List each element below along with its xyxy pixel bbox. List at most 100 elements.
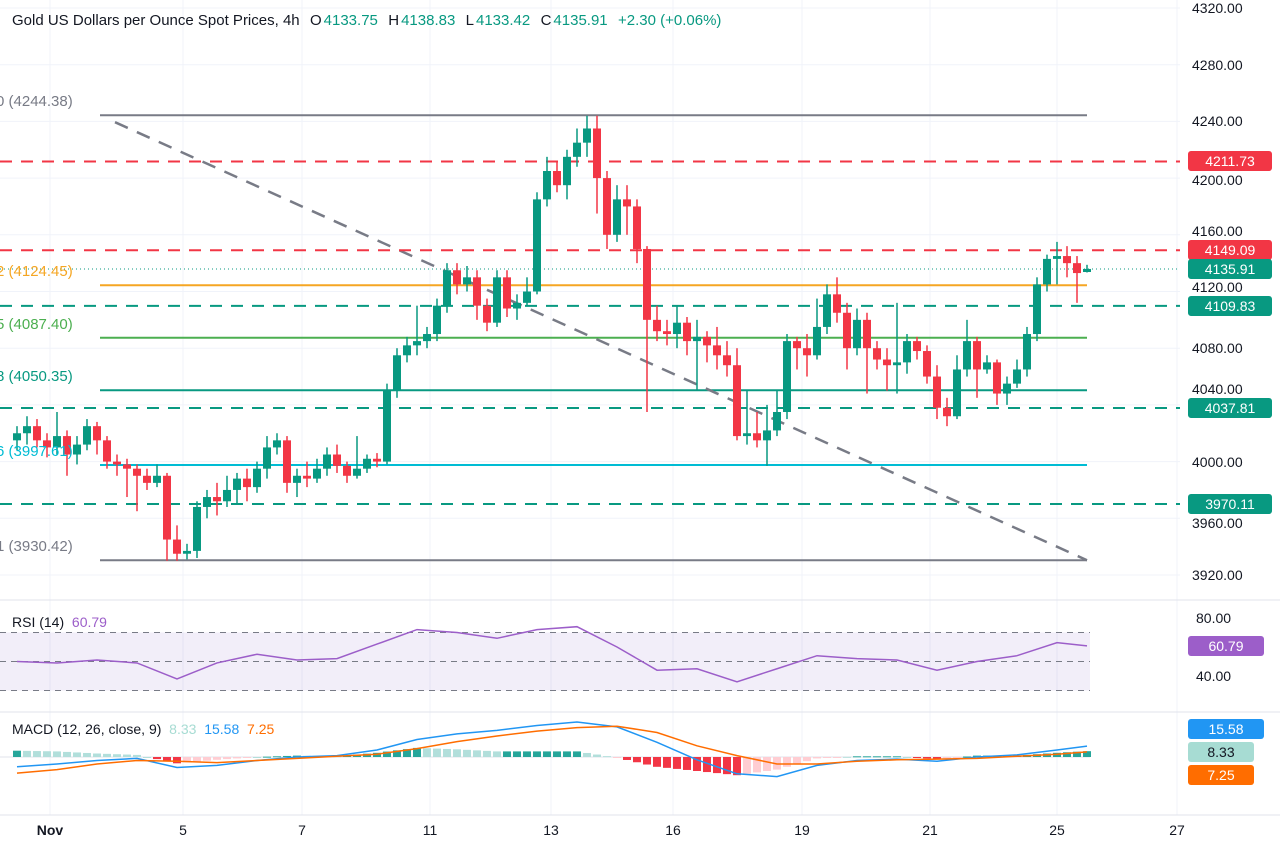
high-value: 4138.83 [401, 12, 456, 29]
candle-body [973, 341, 981, 370]
candle-body [983, 362, 991, 370]
macd-histogram-bar [523, 751, 531, 757]
macd-histogram-bar [53, 751, 61, 757]
macd-histogram-bar [643, 757, 651, 765]
candle [583, 115, 591, 157]
candle-body [543, 171, 551, 200]
candle-body [223, 489, 231, 502]
candle-body [743, 433, 751, 437]
fib-level-label: 2 (4124.45) [0, 263, 73, 281]
price-axis-label: 4000.00 [1192, 453, 1243, 470]
candle [453, 263, 461, 295]
candle [913, 336, 921, 360]
macd-histogram-bar [63, 751, 71, 757]
macd-histogram-bar [633, 757, 641, 763]
macd-histogram-bar [163, 757, 171, 762]
macd-histogram-bar [453, 749, 461, 757]
candle-body [383, 390, 391, 462]
candle [1073, 256, 1081, 303]
price-level-tag: 4135.91 [1188, 258, 1272, 279]
candle-body [733, 365, 741, 437]
candle-body [473, 277, 481, 306]
macd-histogram-bar [153, 757, 161, 760]
candle-body [133, 468, 141, 476]
candle [1033, 277, 1041, 342]
candle [323, 447, 331, 476]
macd-histogram-bar [483, 750, 491, 757]
candle-body [433, 305, 441, 335]
candle [593, 115, 601, 214]
macd-histogram-bar [1063, 752, 1071, 757]
candle [1083, 264, 1091, 273]
price-axis-label: 4240.00 [1192, 113, 1243, 130]
candle [203, 489, 211, 519]
rsi-axis-label: 40.00 [1196, 668, 1232, 684]
candle [423, 326, 431, 349]
macd-histogram-bar [173, 757, 181, 764]
candle [223, 475, 231, 507]
candle-body [263, 447, 271, 469]
candle [763, 404, 771, 466]
candle [233, 472, 241, 505]
candle [263, 436, 271, 479]
candle-body [113, 461, 121, 465]
candle-body [963, 341, 971, 370]
candle [903, 334, 911, 374]
macd-histogram-bar [733, 757, 741, 776]
candle-body [853, 319, 861, 349]
candle-body [1073, 263, 1081, 274]
macd-histogram-bar [553, 751, 561, 757]
candle [793, 336, 801, 370]
macd-value-tag: 15.58 [1188, 719, 1264, 739]
candle [283, 436, 291, 493]
candle-body [343, 465, 351, 476]
macd-histogram-bar [823, 757, 831, 758]
candle [293, 468, 301, 498]
candle [1013, 359, 1021, 388]
macd-histogram-bar [533, 751, 541, 757]
candle-body [1053, 256, 1061, 259]
candle-body [693, 336, 701, 342]
candle-body [703, 336, 711, 346]
open-value: 4133.75 [323, 12, 378, 29]
macd-histogram-bar [193, 757, 201, 762]
macd-histogram-bar [803, 757, 811, 762]
candle-body [783, 341, 791, 412]
macd-histogram-bar [393, 750, 401, 757]
candle [163, 472, 171, 561]
macd-histogram-bar [513, 751, 521, 757]
macd-histogram-bar [783, 757, 791, 767]
macd-histogram-bar [963, 756, 971, 758]
macd-histogram-bar [73, 752, 81, 757]
price-level-tag: 4149.09 [1188, 240, 1272, 261]
rsi-value-tag: 60.79 [1188, 635, 1264, 656]
candle [503, 270, 511, 318]
candle [573, 128, 581, 167]
candle [73, 436, 81, 465]
candle [743, 390, 751, 445]
candle [733, 348, 741, 441]
macd-histogram-bar [433, 748, 441, 757]
candle-body [303, 475, 311, 479]
price-axis-label: 3920.00 [1192, 567, 1243, 583]
candle [253, 461, 261, 493]
macd-histogram-bar [833, 757, 841, 758]
candle [843, 302, 851, 370]
fib-level-label: 5 (4087.40) [0, 315, 73, 333]
macd-histogram-bar [383, 751, 391, 757]
candle [703, 331, 711, 363]
macd-histogram-bar [593, 754, 601, 757]
candle-body [243, 478, 251, 488]
candle [873, 341, 881, 370]
candle [403, 336, 411, 363]
candle [23, 416, 31, 445]
candle [213, 482, 221, 516]
candle [523, 277, 531, 306]
candle [643, 246, 651, 412]
macd-histogram-bar [873, 756, 881, 758]
time-axis-label: 16 [665, 822, 681, 838]
macd-histogram-bar [83, 752, 91, 757]
candle [723, 341, 731, 377]
candle [273, 433, 281, 455]
